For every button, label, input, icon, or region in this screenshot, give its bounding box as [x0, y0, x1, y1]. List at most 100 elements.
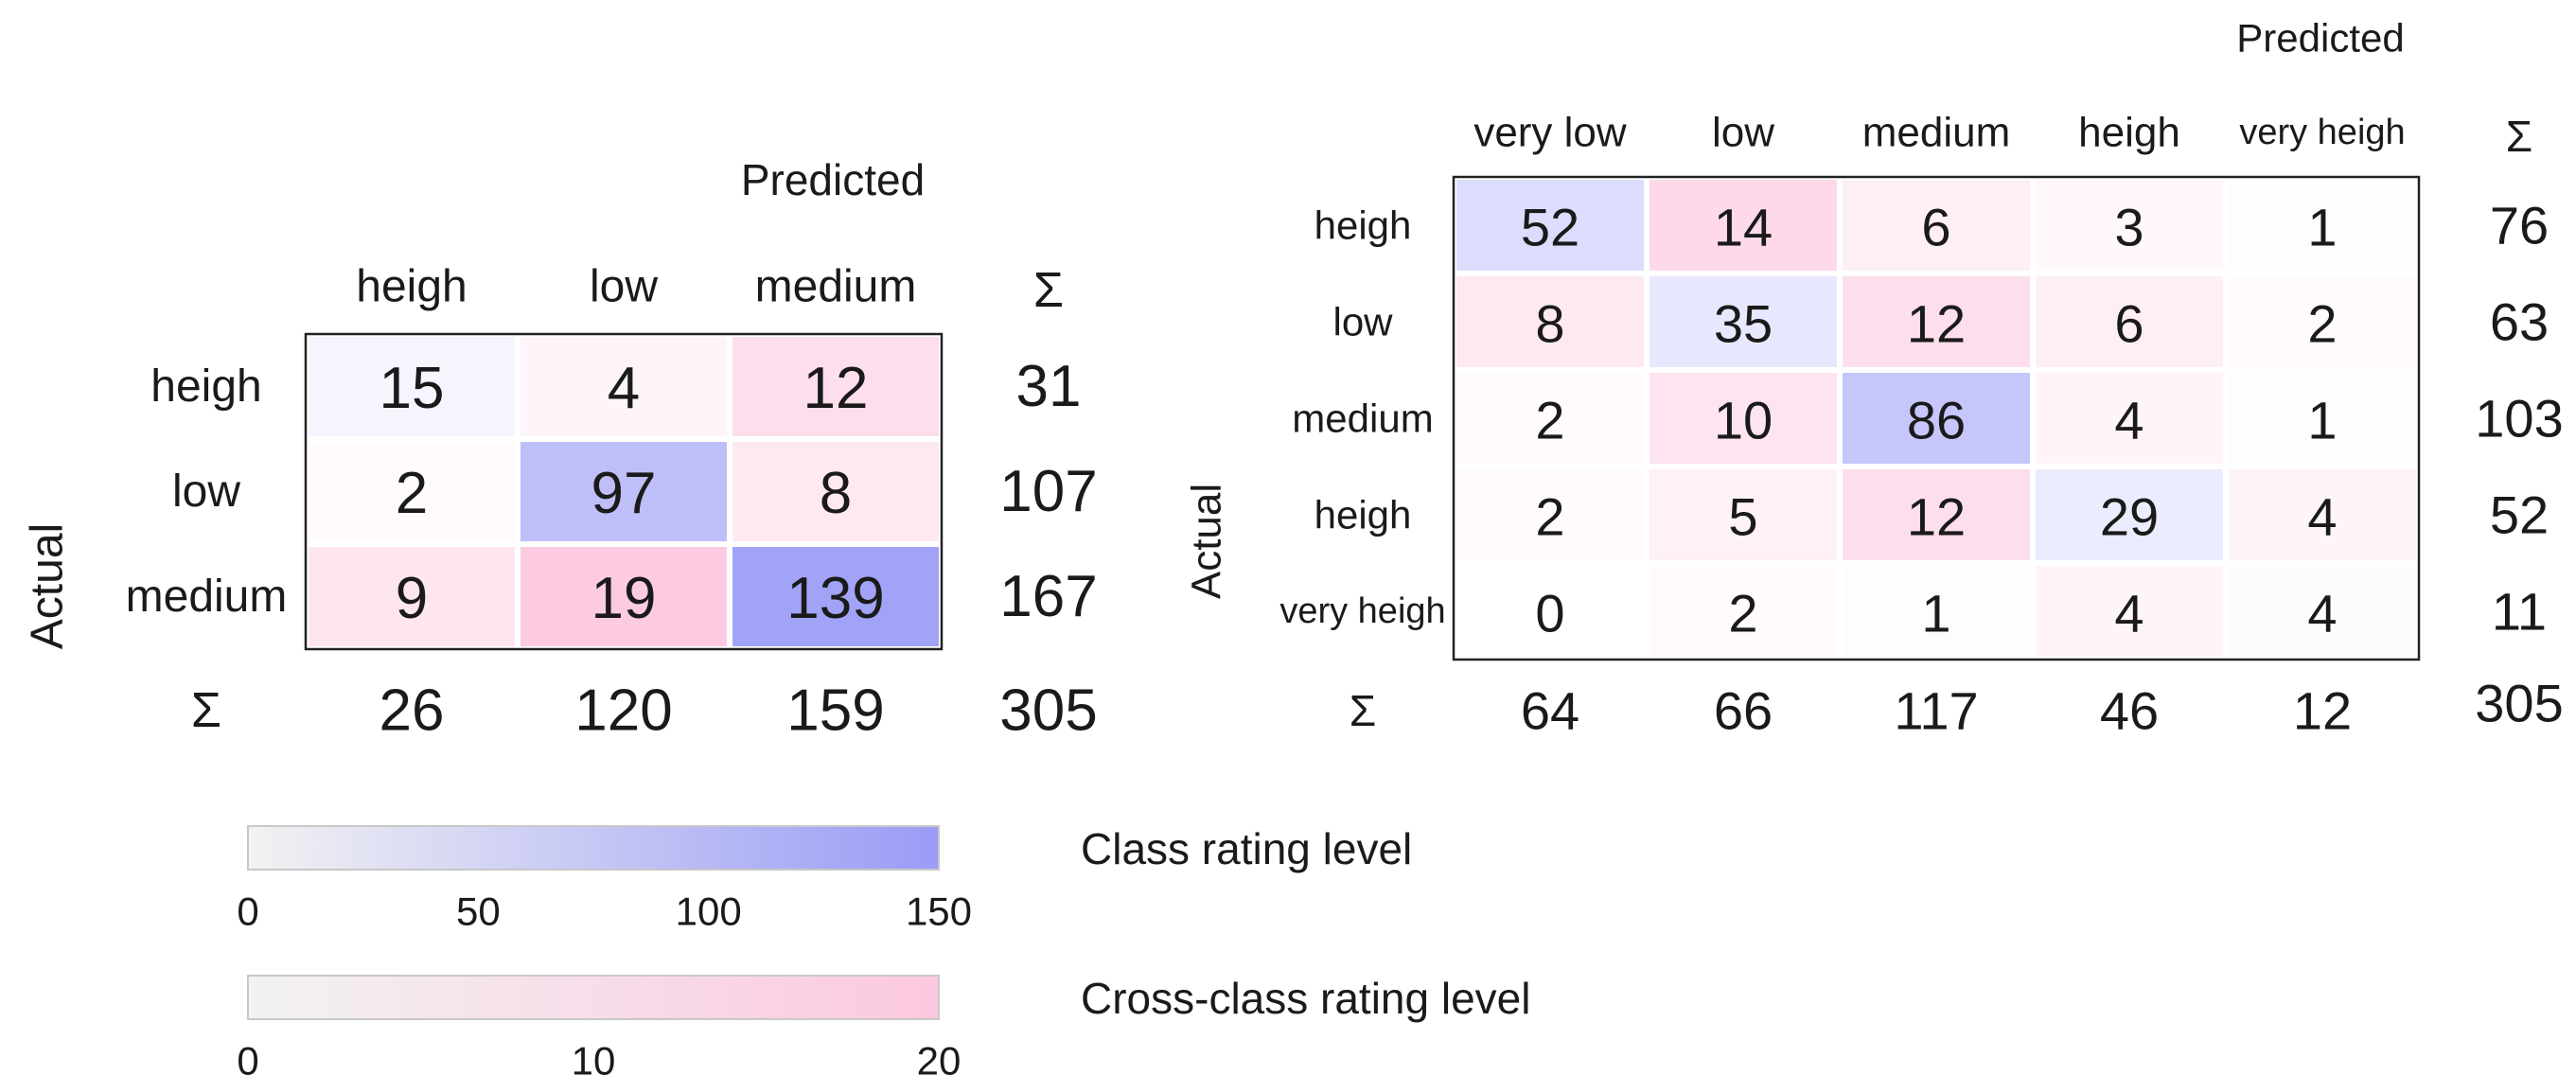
cell-value: 97	[591, 461, 657, 526]
off-diagonal-cell	[2229, 373, 2416, 464]
row-sum: 76	[2490, 196, 2549, 255]
diagonal-cell	[2229, 566, 2416, 657]
off-diagonal-cell	[1456, 276, 1644, 367]
off-diagonal-cell	[1843, 566, 2030, 657]
color-legend-1: 0 50 100 150 Class rating level	[237, 824, 1412, 934]
actual-axis-title: Actual	[1184, 484, 1230, 599]
cell-value: 1	[1921, 584, 1950, 643]
cell-value: 4	[2307, 487, 2337, 547]
cell-value: 14	[1714, 198, 1773, 257]
matrix-frame	[1452, 175, 2421, 661]
row-header: heigh	[150, 361, 261, 412]
off-diagonal-cell	[1650, 373, 1837, 464]
off-diagonal-cell	[520, 337, 727, 436]
diagonal-cell	[732, 547, 939, 646]
actual-axis-title: Actual	[23, 523, 73, 649]
predicted-axis-title: Predicted	[741, 155, 925, 204]
off-diagonal-cell	[1843, 276, 2030, 367]
cell-value: 10	[1714, 391, 1773, 450]
sum-symbol: Σ	[1350, 686, 1376, 735]
cell-value: 2	[396, 461, 428, 526]
cell-value: 4	[2114, 391, 2144, 450]
cell-value: 4	[2307, 584, 2337, 643]
diagonal-cell	[1650, 276, 1837, 367]
row-sum: 63	[2490, 292, 2549, 352]
sum-symbol: Σ	[2506, 112, 2532, 161]
cell-value: 29	[2100, 487, 2159, 547]
cell-value: 12	[1907, 487, 1966, 547]
off-diagonal-cell	[2036, 566, 2223, 657]
row-header: medium	[126, 572, 288, 622]
off-diagonal-cell	[520, 547, 727, 646]
cell-value: 1	[2307, 198, 2337, 257]
grand-total: 305	[2475, 674, 2563, 733]
off-diagonal-cell	[732, 442, 939, 541]
row-header: very heigh	[1279, 591, 1445, 631]
column-sum: 26	[379, 678, 445, 744]
legend-tick-label: 0	[237, 889, 258, 934]
cell-value: 6	[1921, 198, 1950, 257]
cell-value: 4	[608, 356, 640, 421]
cell-value: 0	[1535, 584, 1564, 643]
row-header: low	[172, 467, 240, 517]
row-sum: 11	[2492, 582, 2547, 642]
cell-value: 2	[1535, 487, 1564, 547]
off-diagonal-cell	[2036, 276, 2223, 367]
cell-value: 5	[1728, 487, 1757, 547]
diagonal-cell	[520, 442, 727, 541]
row-header: heigh	[1314, 493, 1412, 537]
cell-value: 9	[396, 566, 428, 631]
legend-tick-label: 150	[906, 889, 972, 934]
cell-value: 4	[2114, 584, 2144, 643]
predicted-axis-title: Predicted	[2236, 16, 2404, 61]
off-diagonal-cell	[1650, 469, 1837, 560]
off-diagonal-cell	[309, 547, 515, 646]
off-diagonal-cell	[1456, 566, 1644, 657]
matrix-frame	[304, 332, 944, 651]
cell-value: 139	[786, 566, 884, 631]
cell-value: 2	[2307, 294, 2337, 354]
row-sum: 103	[2475, 389, 2563, 449]
column-sum: 64	[1521, 681, 1579, 741]
legend-color-bar	[247, 975, 940, 1020]
row-sum: 52	[2490, 485, 2549, 545]
confusion-matrix-1: Predicted heigh low medium 15 4 12 2 97 8 9 19 139 he…	[23, 155, 1098, 744]
column-sum: 159	[786, 678, 884, 744]
off-diagonal-cell	[1650, 180, 1837, 271]
off-diagonal-cell	[2036, 373, 2223, 464]
column-header: very low	[1473, 110, 1627, 156]
off-diagonal-cell	[309, 442, 515, 541]
cell-value: 35	[1714, 294, 1773, 354]
legend-tick-label: 100	[676, 889, 742, 934]
diagonal-cell	[309, 337, 515, 436]
legend-title: Class rating level	[1081, 824, 1412, 873]
grand-total: 305	[999, 678, 1097, 744]
off-diagonal-cell	[2229, 469, 2416, 560]
column-header: medium	[1862, 110, 2011, 156]
cell-value: 8	[820, 461, 852, 526]
off-diagonal-cell	[2229, 180, 2416, 271]
off-diagonal-cell	[1650, 566, 1837, 657]
column-sum: 120	[574, 678, 672, 744]
column-header: medium	[755, 262, 917, 312]
legend-title: Cross-class rating level	[1081, 974, 1530, 1023]
column-header: heigh	[2078, 110, 2180, 156]
cell-value: 3	[2114, 198, 2144, 257]
cell-value: 2	[1728, 584, 1757, 643]
column-header: low	[590, 262, 658, 312]
row-header: heigh	[1314, 203, 1412, 248]
confusion-matrix-2: Predicted very low low medium heigh very heig…	[1184, 16, 2564, 741]
cell-value: 12	[803, 356, 869, 421]
legend-tick-label: 50	[456, 889, 501, 934]
color-legend-2: 0 10 20 Cross-class rating level	[237, 974, 1530, 1083]
cell-value: 52	[1521, 198, 1579, 257]
column-sum: 46	[2100, 681, 2159, 741]
column-sum: 12	[2293, 681, 2352, 741]
off-diagonal-cell	[1456, 373, 1644, 464]
column-sum: 66	[1714, 681, 1773, 741]
column-header: very heigh	[2239, 113, 2405, 152]
cell-value: 15	[379, 356, 445, 421]
cell-value: 2	[1535, 391, 1564, 450]
